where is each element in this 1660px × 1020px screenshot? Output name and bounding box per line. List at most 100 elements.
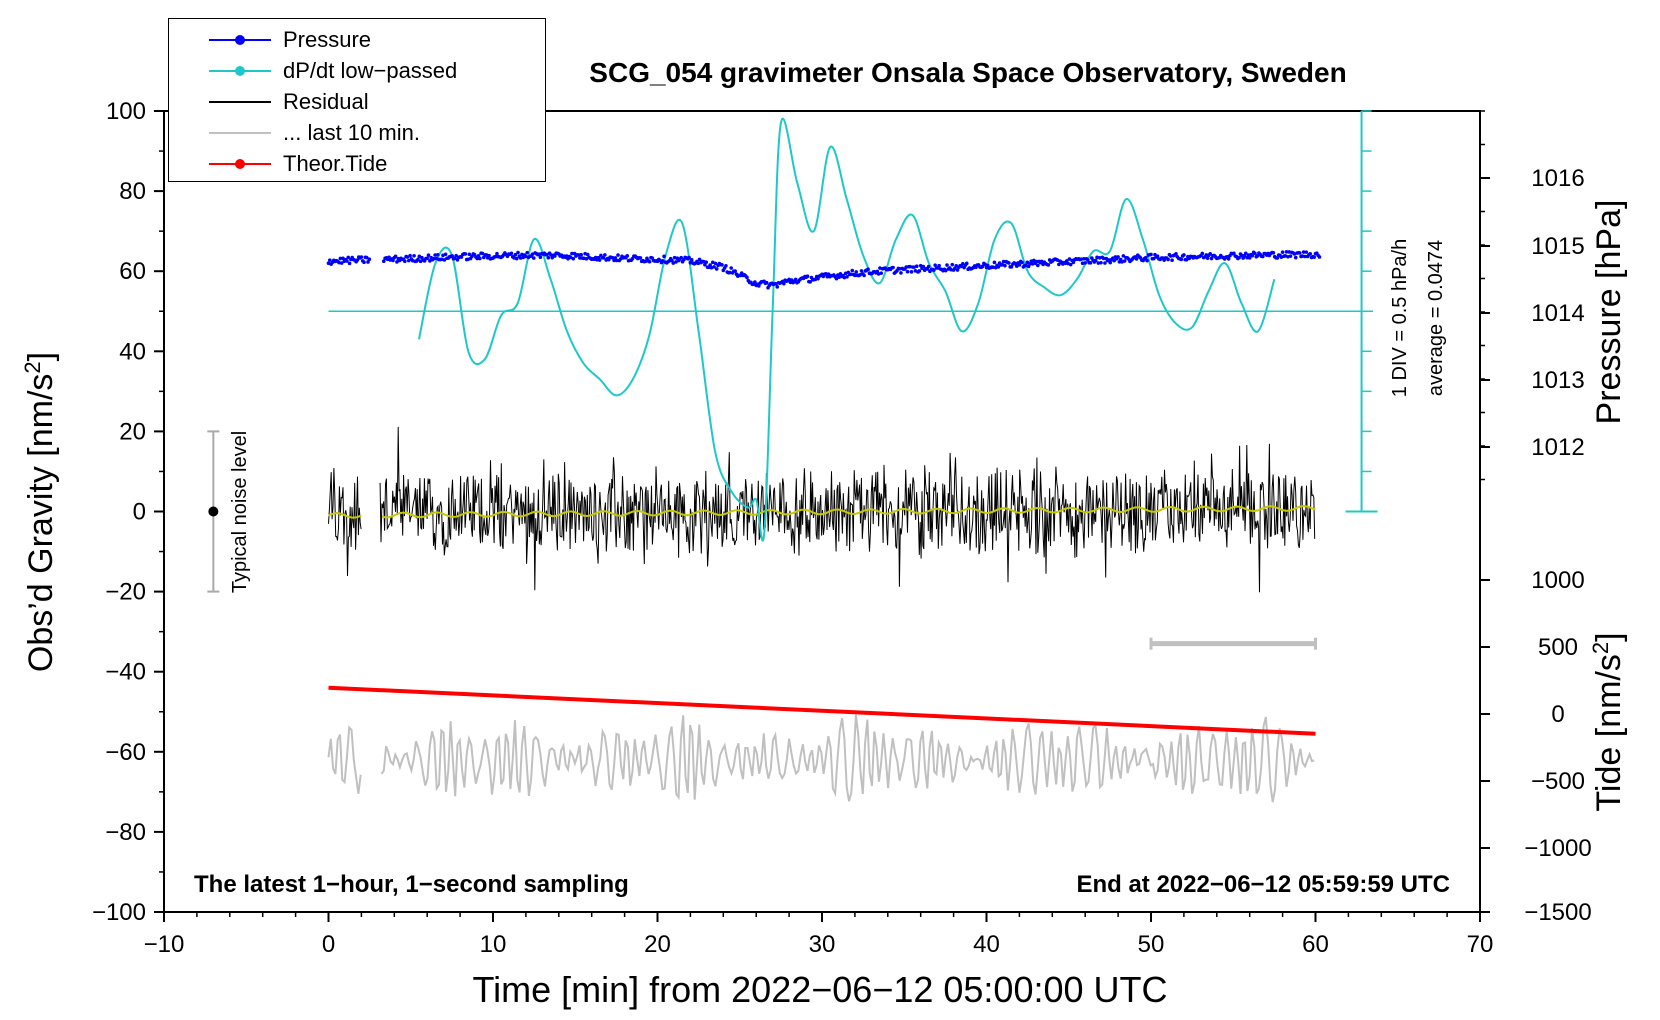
pressure-point xyxy=(454,253,458,258)
pressure-point xyxy=(1293,255,1298,260)
pressure-axis-label: Pressure [hPa] xyxy=(1590,200,1628,425)
left-axis-label-main: Obs’d Gravity [nm/s xyxy=(22,374,60,673)
x-tick-label: 60 xyxy=(1302,931,1329,958)
pressure-point xyxy=(1271,251,1276,255)
pressure-point xyxy=(393,254,398,259)
pressure-point xyxy=(1046,263,1051,267)
pressure-point xyxy=(442,258,447,262)
pressure-point xyxy=(782,281,786,286)
pressure-point xyxy=(616,253,620,257)
y-tick-label: 20 xyxy=(119,418,146,445)
pressure-point xyxy=(328,258,332,262)
pressure-point xyxy=(1057,262,1061,267)
pressure-point xyxy=(1174,251,1178,256)
legend-item-residual: Residual xyxy=(169,89,547,115)
pressure-tick-label: 1015 xyxy=(1531,233,1584,260)
pressure-point xyxy=(493,254,498,259)
pressure-point xyxy=(391,258,395,263)
pressure-point xyxy=(949,267,953,272)
pressure-point xyxy=(713,261,718,266)
pressure-point xyxy=(1288,254,1293,258)
pressure-point xyxy=(638,256,643,260)
left-axis-label-sup: 2 xyxy=(20,361,45,373)
tide-tick-label: 500 xyxy=(1538,634,1578,661)
pressure-point xyxy=(1226,257,1231,261)
pressure-point xyxy=(1155,254,1160,258)
pressure-point xyxy=(395,260,399,264)
pressure-point xyxy=(516,250,520,255)
pressure-point xyxy=(1080,261,1085,266)
legend-item-last10: ... last 10 min. xyxy=(169,120,547,146)
pressure-point xyxy=(339,261,344,265)
pressure-point xyxy=(1143,255,1148,260)
pressure-point xyxy=(1145,258,1149,263)
pressure-point xyxy=(1297,251,1302,255)
y-tick-label: −60 xyxy=(105,739,146,766)
pressure-point xyxy=(513,252,518,257)
pressure-point xyxy=(366,260,370,264)
legend-item-pressure: Pressure xyxy=(169,27,547,53)
pressure-point xyxy=(1253,251,1257,256)
pressure-point xyxy=(1304,250,1309,254)
pressure-point xyxy=(538,255,543,260)
left-axis-label-end: ] xyxy=(22,352,60,361)
noise-level-label: Typical noise level xyxy=(229,431,251,593)
pressure-point xyxy=(1068,262,1073,267)
pressure-point xyxy=(853,273,857,278)
pressure-point xyxy=(355,258,360,262)
pressure-point xyxy=(1079,257,1084,261)
annotation-left: The latest 1−hour, 1−second sampling xyxy=(194,871,629,898)
pressure-point xyxy=(854,270,859,274)
y-tick-label: 60 xyxy=(119,258,146,285)
pressure-point xyxy=(1166,257,1170,262)
pressure-point xyxy=(1036,263,1040,268)
pressure-point xyxy=(1308,251,1313,256)
pressure-point xyxy=(1116,255,1120,259)
pressure-point xyxy=(950,262,955,267)
y-tick-label: 0 xyxy=(133,499,146,526)
pressure-point xyxy=(525,250,530,255)
pressure-point xyxy=(435,252,440,257)
pressure-point xyxy=(1250,253,1255,258)
y-tick-label: 100 xyxy=(106,98,146,125)
residual-smoothed-line xyxy=(328,504,1316,519)
pressure-point xyxy=(406,258,411,263)
pressure-point xyxy=(955,268,960,272)
pressure-point xyxy=(1280,250,1285,254)
pressure-point xyxy=(917,269,922,273)
pressure-point xyxy=(808,280,812,284)
pressure-point xyxy=(745,275,749,280)
pressure-point xyxy=(408,253,412,258)
pressure-point xyxy=(1103,261,1107,265)
pressure-point xyxy=(764,280,769,285)
tide-tick-label: 1000 xyxy=(1531,567,1584,594)
pressure-point xyxy=(1134,257,1139,261)
pressure-point xyxy=(1099,260,1103,265)
y-tick-label: 80 xyxy=(119,178,146,205)
legend-item-dpdt: dP/dt low−passed xyxy=(169,58,547,84)
pressure-point xyxy=(487,253,491,258)
pressure-point xyxy=(704,260,708,265)
pressure-point xyxy=(597,258,602,262)
chart-title: SCG_054 gravimeter Onsala Space Observat… xyxy=(589,57,1346,88)
legend-item-tide: Theor.Tide xyxy=(169,151,547,177)
annotation-right: End at 2022−06−12 05:59:59 UTC xyxy=(1076,871,1450,898)
pressure-point xyxy=(1025,260,1030,265)
pressure-point xyxy=(905,269,910,274)
ticks-layer: −10 0 10 20 30 40 50 60 70100806040200−20−40−60−… xyxy=(92,98,1592,958)
x-tick-label: 50 xyxy=(1138,931,1165,958)
pressure-point xyxy=(463,252,468,256)
pressure-tick-label: 1013 xyxy=(1531,367,1584,394)
pressure-point xyxy=(757,284,761,288)
pressure-point xyxy=(1003,263,1007,268)
pressure-point xyxy=(1112,258,1116,263)
left-axis-label: Obs’d Gravity [nm/s2] xyxy=(20,352,61,672)
tide-axis-label-sup: 2 xyxy=(1588,642,1613,654)
pressure-point xyxy=(1086,258,1090,262)
pressure-point xyxy=(1088,261,1093,265)
pressure-point xyxy=(431,256,436,261)
pressure-point xyxy=(899,271,903,275)
pressure-point xyxy=(426,253,431,257)
tide-tick-label: −1500 xyxy=(1524,899,1591,926)
pressure-point xyxy=(603,253,607,257)
